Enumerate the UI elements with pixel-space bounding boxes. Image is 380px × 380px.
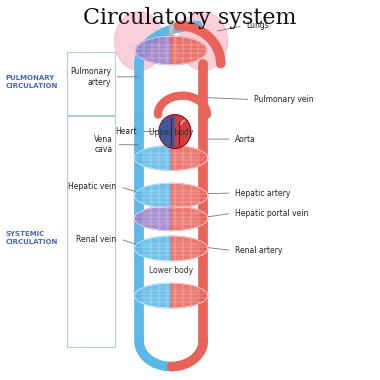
Text: Upper body: Upper body <box>149 128 193 137</box>
Polygon shape <box>171 184 208 208</box>
Text: Aorta: Aorta <box>235 135 256 144</box>
Polygon shape <box>171 283 208 308</box>
Text: Renal vein: Renal vein <box>76 234 116 244</box>
Polygon shape <box>171 146 208 170</box>
Text: Hepatic artery: Hepatic artery <box>235 188 291 198</box>
Polygon shape <box>135 206 171 231</box>
Text: Heart: Heart <box>116 127 137 136</box>
Polygon shape <box>171 236 208 261</box>
Polygon shape <box>135 146 171 170</box>
Text: Hepatic vein: Hepatic vein <box>68 182 116 192</box>
Text: Hepatic portal vein: Hepatic portal vein <box>235 209 309 218</box>
Text: Pulmonary vein: Pulmonary vein <box>254 95 314 104</box>
Wedge shape <box>159 116 175 147</box>
Text: SYSTEMIC
CIRCULATION: SYSTEMIC CIRCULATION <box>5 231 57 245</box>
Ellipse shape <box>114 12 164 70</box>
Text: Lungs: Lungs <box>247 21 269 30</box>
Ellipse shape <box>159 114 191 149</box>
Polygon shape <box>171 206 208 231</box>
Ellipse shape <box>179 12 228 70</box>
Text: Lower body: Lower body <box>149 266 193 275</box>
Polygon shape <box>135 236 171 261</box>
Polygon shape <box>135 36 171 65</box>
Text: PULMONARY
CIRCULATION: PULMONARY CIRCULATION <box>5 74 57 89</box>
Polygon shape <box>135 184 171 208</box>
Text: Pulmonary
artery: Pulmonary artery <box>70 67 111 87</box>
Text: Renal artery: Renal artery <box>235 246 283 255</box>
Text: Vena
cava: Vena cava <box>94 135 112 154</box>
Polygon shape <box>171 36 207 65</box>
Polygon shape <box>135 283 171 308</box>
Text: Circulatory system: Circulatory system <box>83 7 297 29</box>
